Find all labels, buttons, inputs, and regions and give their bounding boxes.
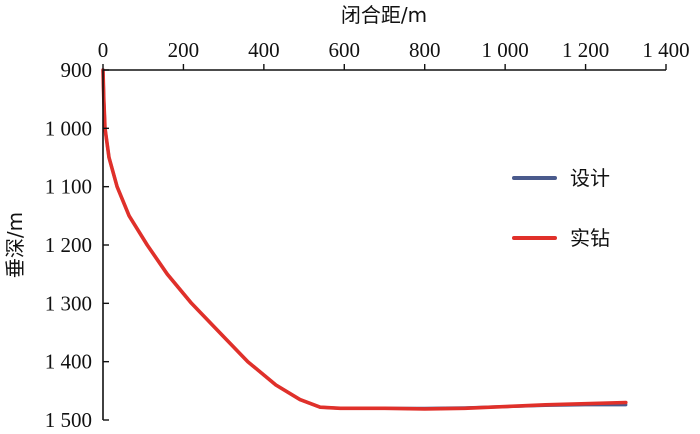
y-tick-label: 900 — [61, 58, 93, 82]
x-tick-label: 400 — [248, 38, 280, 62]
x-tick-label: 0 — [98, 38, 109, 62]
legend-label-design: 设计 — [570, 166, 610, 190]
y-tick-label: 1 300 — [45, 291, 92, 315]
x-tick-label: 1 200 — [562, 38, 609, 62]
x-tick-label: 800 — [409, 38, 441, 62]
x-tick-label: 1 000 — [482, 38, 529, 62]
x-ticks: 0 200 400 600 800 1 000 1 200 1 400 — [98, 38, 690, 70]
y-tick-label: 1 200 — [45, 233, 92, 257]
x-tick-label: 200 — [168, 38, 200, 62]
x-tick-label: 1 400 — [642, 38, 689, 62]
y-tick-label: 1 100 — [45, 175, 92, 199]
y-tick-label: 1 500 — [45, 408, 92, 432]
legend-label-actual: 实钻 — [570, 226, 610, 250]
series-layer — [101, 68, 628, 411]
x-tick-label: 600 — [329, 38, 361, 62]
y-ticks: 900 1 000 1 100 1 200 1 300 1 400 1 500 — [45, 58, 109, 432]
series-line-actual — [101, 68, 628, 411]
y-tick-label: 1 400 — [45, 350, 92, 374]
y-tick-label: 1 000 — [45, 116, 92, 140]
x-axis-title: 闭合距/m — [341, 3, 427, 27]
y-axis-title: 垂深/m — [3, 212, 27, 278]
